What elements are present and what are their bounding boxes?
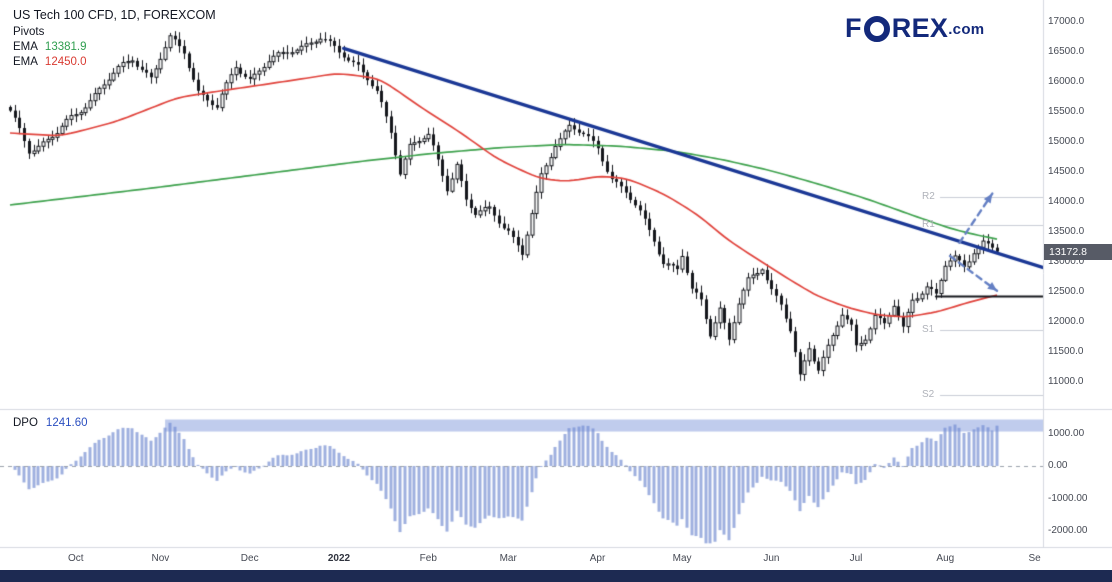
- ema-slow-row[interactable]: EMA 13381.9: [13, 41, 216, 53]
- dpo-value: 1241.60: [45, 417, 88, 429]
- price-tick-label: 16500.0: [1048, 46, 1085, 57]
- time-tick-label: Jun: [763, 553, 780, 564]
- time-axis[interactable]: Oct Nov Dec 2022 Feb Mar Apr May Jun Jul Aug Se: [0, 547, 1043, 570]
- price-tick-label: 17000.0: [1048, 16, 1085, 27]
- time-tick-label: Dec: [240, 553, 259, 564]
- logo-f: F: [845, 13, 862, 43]
- dpo-legend[interactable]: DPO 1241.60: [13, 417, 88, 429]
- bottom-bar: [0, 570, 1112, 582]
- time-tick-label: Se: [1028, 553, 1041, 564]
- symbol-legend[interactable]: US Tech 100 CFD, 1D, FOREXCOM Pivots EMA…: [13, 8, 216, 71]
- dpo-tick-label: -1000.00: [1048, 492, 1088, 504]
- dpo-axis[interactable]: 1000.00 0.00 -1000.00 -2000.00: [1048, 0, 1112, 547]
- ema-fast-value: 12450.0: [44, 56, 87, 68]
- ema-slow-label: EMA: [13, 41, 38, 53]
- time-tick-label: Oct: [68, 553, 84, 564]
- dpo-label: DPO: [13, 417, 38, 429]
- time-tick-label: 2022: [327, 553, 351, 564]
- price-axis[interactable]: 17000.0 16500.0 16000.0 15500.0 15000.0 14500…: [1048, 0, 1112, 547]
- ema-slow-value: 13381.9: [44, 41, 87, 53]
- price-tick-label: 12500.0: [1048, 286, 1085, 297]
- price-tick-label: 15500.0: [1048, 106, 1085, 117]
- forex-logo: F REX .com: [845, 13, 984, 44]
- ema-fast-row[interactable]: EMA 12450.0: [13, 56, 216, 68]
- ema-fast-label: EMA: [13, 56, 38, 68]
- time-tick-label: May: [672, 553, 692, 564]
- time-tick-label: Apr: [589, 553, 606, 564]
- price-tick-label: 12000.0: [1048, 316, 1085, 327]
- price-tick-label: 11000.0: [1048, 376, 1084, 387]
- price-tick-label: 16000.0: [1048, 76, 1085, 87]
- dpo-tick-label: -2000.00: [1048, 525, 1088, 536]
- time-tick-label: Mar: [499, 553, 517, 564]
- time-tick-label: Nov: [151, 553, 170, 564]
- price-tick-label: 14500.0: [1048, 166, 1085, 177]
- time-tick-label: Feb: [419, 553, 437, 564]
- logo-com: .com: [948, 21, 985, 38]
- price-tick-label: 14000.0: [1048, 196, 1085, 207]
- last-price-badge: 13172.8: [1044, 243, 1112, 260]
- symbol-title[interactable]: US Tech 100 CFD, 1D, FOREXCOM: [13, 8, 216, 22]
- price-tick-label: 13500.0: [1048, 226, 1085, 237]
- pivots-indicator-row[interactable]: Pivots: [13, 26, 45, 38]
- price-tick-label: 15000.0: [1048, 136, 1085, 147]
- price-tick-label: 13000.0: [1048, 256, 1085, 267]
- dpo-tick-label: 0.00: [1048, 460, 1068, 471]
- logo-rex: REX: [891, 13, 949, 43]
- logo-o-icon: [863, 16, 890, 42]
- time-tick-label: Aug: [936, 553, 955, 564]
- dpo-tick-label: 1000.00: [1048, 427, 1085, 439]
- price-tick-label: 11500.0: [1048, 346, 1084, 357]
- time-tick-label: Jul: [849, 553, 863, 564]
